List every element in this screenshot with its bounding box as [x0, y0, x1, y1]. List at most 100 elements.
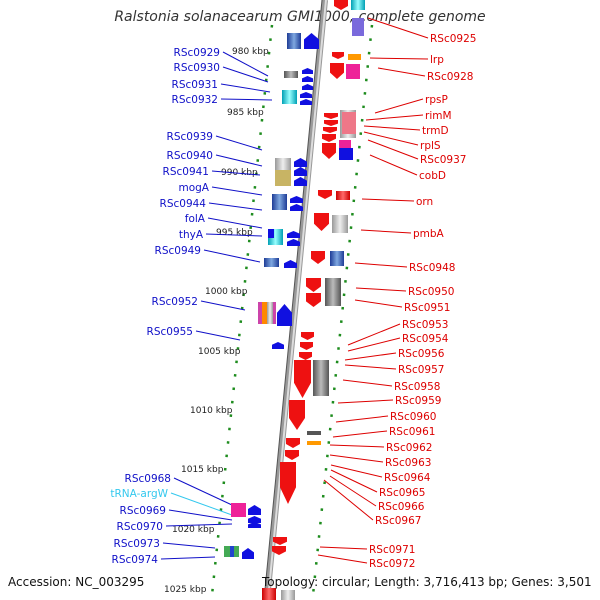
gene-label-left[interactable]: RSc0932	[172, 94, 218, 106]
gene-label-left[interactable]: RSc0949	[155, 245, 201, 257]
leader-line	[211, 186, 263, 196]
gene-label-right[interactable]: RSc0966	[378, 501, 425, 513]
leader-line	[354, 299, 403, 308]
feature-box	[230, 546, 234, 557]
gene-label-right[interactable]: RSc0925	[430, 33, 476, 45]
forward-gene-arrow	[248, 516, 261, 523]
feature-box	[282, 90, 297, 104]
feature-box	[268, 229, 274, 238]
gene-label-right[interactable]: orn	[416, 196, 433, 208]
forward-gene-arrow	[290, 196, 303, 203]
gene-label-right[interactable]: RSc0960	[390, 411, 436, 423]
leader-line	[215, 154, 263, 167]
feature-box	[330, 251, 344, 266]
gene-label-right[interactable]: RSc0954	[402, 333, 449, 345]
gene-label-right[interactable]: RSc0959	[395, 395, 441, 407]
gene-label-left[interactable]: thyA	[179, 229, 204, 241]
feature-box	[264, 258, 279, 267]
gene-label-left[interactable]: RSc0931	[172, 79, 218, 91]
gene-label-left[interactable]: RSc0969	[120, 505, 166, 517]
topology-text: Topology: circular; Length: 3,716,413 bp…	[262, 575, 592, 589]
gene-label-left[interactable]: RSc0973	[114, 538, 160, 550]
gene-label-left[interactable]: RSc0940	[167, 150, 213, 162]
feature-box	[284, 71, 298, 78]
gene-label-left[interactable]: mogA	[178, 182, 209, 194]
gene-label-left[interactable]: RSc0974	[112, 554, 159, 566]
gene-label-left[interactable]: folA	[185, 213, 206, 225]
gene-label-left[interactable]: RSc0944	[160, 198, 207, 210]
leader-line	[162, 542, 216, 549]
reverse-gene-arrow	[322, 143, 336, 159]
gene-label-right[interactable]: RSc0963	[385, 457, 431, 469]
gene-label-right[interactable]: RSc0950	[408, 286, 454, 298]
gene-label-right[interactable]: RSc0967	[375, 515, 421, 527]
gene-label-right[interactable]: RSc0953	[402, 319, 448, 331]
right-gene-labels: RSc0925 lrp RSc0928 rpsP rimM trmD rplS RSc0937…	[369, 33, 476, 570]
gene-label-left[interactable]: RSc0939	[167, 131, 213, 143]
gene-label-right[interactable]: rpsP	[425, 94, 448, 106]
gene-label-right[interactable]: RSc0958	[394, 381, 440, 393]
feature-box	[307, 441, 321, 445]
leader-line	[330, 469, 378, 493]
leader-line	[160, 556, 216, 560]
leader-line	[220, 98, 273, 101]
gene-label-left[interactable]: RSc0970	[117, 521, 163, 533]
gene-label-right[interactable]: RSc0971	[369, 544, 415, 556]
leader-line	[329, 475, 377, 507]
leader-line	[195, 330, 241, 341]
gene-label-right[interactable]: RSc0956	[398, 348, 445, 360]
gene-label-left[interactable]: RSc0941	[163, 166, 209, 178]
kbp-tick-label: 1010 kbp	[190, 406, 233, 416]
gene-label-left[interactable]: RSc0968	[125, 473, 171, 485]
leader-line	[355, 287, 407, 292]
gene-label-right[interactable]: pmbA	[413, 228, 445, 240]
feature-box	[342, 112, 356, 134]
gene-label-right[interactable]: RSc0948	[409, 262, 455, 274]
reverse-gene-arrow	[280, 462, 296, 504]
reverse-gene-arrow	[334, 0, 348, 10]
gene-label-right[interactable]: RSc0951	[404, 302, 450, 314]
gene-label-left[interactable]: tRNA-argW	[110, 488, 168, 500]
gene-label-right[interactable]: RSc0972	[369, 558, 415, 570]
reverse-gene-arrow	[323, 127, 337, 133]
leader-line	[330, 464, 383, 478]
gene-label-right[interactable]: RSc0964	[384, 472, 431, 484]
leader-line	[354, 262, 408, 268]
accession-text: Accession: NC_003295	[8, 575, 145, 589]
reverse-gene-arrow	[306, 293, 321, 307]
leader-line	[369, 57, 429, 60]
reverse-gene-arrow	[306, 278, 321, 292]
gene-label-left[interactable]: RSc0930	[174, 62, 220, 74]
gene-label-right[interactable]: RSc0937	[420, 154, 466, 166]
feature-box	[262, 588, 276, 600]
forward-gene-arrow	[304, 33, 319, 49]
feature-box	[262, 302, 267, 324]
leader-line	[369, 154, 418, 176]
gene-label-right[interactable]: rimM	[425, 110, 452, 122]
forward-gene-arrow	[290, 204, 303, 211]
gene-label-right[interactable]: lrp	[430, 54, 444, 66]
forward-gene-arrow	[302, 76, 313, 82]
gene-label-right[interactable]: trmD	[422, 125, 449, 137]
gene-label-right[interactable]: RSc0957	[398, 364, 444, 376]
feature-box	[231, 503, 246, 517]
reverse-gene-arrow	[314, 213, 329, 231]
leader-line	[173, 477, 233, 506]
gene-label-right[interactable]: cobD	[419, 170, 446, 182]
gene-label-right[interactable]: RSc0965	[379, 487, 425, 499]
gene-label-left[interactable]: RSc0929	[174, 47, 220, 59]
gene-label-right[interactable]: RSc0962	[386, 442, 432, 454]
reverse-gene-arrow	[311, 251, 325, 264]
leader-line	[203, 249, 261, 263]
feature-box	[346, 64, 360, 79]
gene-label-right[interactable]: rplS	[420, 140, 441, 152]
gene-label-right[interactable]: RSc0961	[389, 426, 435, 438]
gene-label-right[interactable]: RSc0928	[427, 71, 473, 83]
leader-line	[363, 125, 421, 131]
kbp-tick-label: 995 kbp	[216, 228, 253, 238]
leader-line	[332, 430, 388, 438]
leader-line	[317, 554, 368, 564]
gene-label-left[interactable]: RSc0952	[152, 296, 198, 308]
gene-label-left[interactable]: RSc0955	[147, 326, 193, 338]
reverse-gene-arrow	[324, 113, 338, 119]
